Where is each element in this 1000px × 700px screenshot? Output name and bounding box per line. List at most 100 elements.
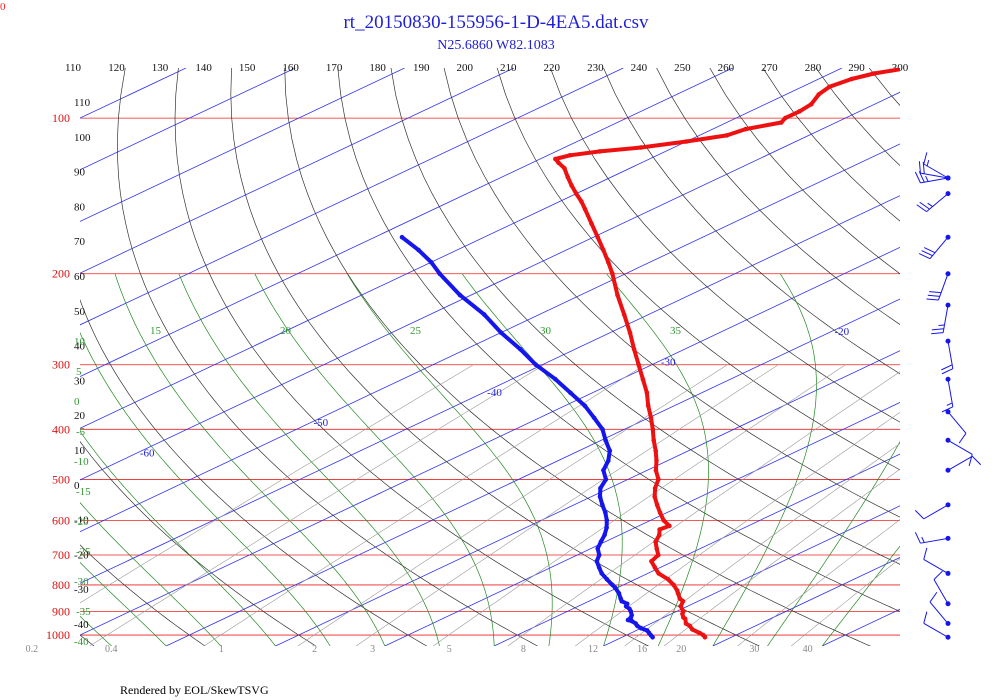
dewpoint-point xyxy=(604,525,609,530)
dewpoint-point xyxy=(607,448,613,454)
wind-barb-flag xyxy=(926,160,930,167)
moist-adiabat-label: 15 xyxy=(150,325,162,337)
wind-barb-staff xyxy=(947,439,973,455)
wind-barb-staff xyxy=(923,504,949,520)
dry-adiabat-line xyxy=(656,68,900,325)
dry-adiabat-line xyxy=(80,544,206,646)
mixing-ratio-line xyxy=(507,371,900,646)
isotherm-label: -50 xyxy=(314,417,329,429)
dry-adiabat-label: 90 xyxy=(74,167,86,179)
wind-barb-staff xyxy=(942,305,949,333)
isotherm-line xyxy=(80,68,187,119)
isotherm-line xyxy=(80,68,733,378)
isotherm-line xyxy=(80,195,900,584)
wind-barb-flag xyxy=(914,510,925,520)
wind-barb-staff xyxy=(926,193,949,213)
sounding-profiles xyxy=(399,68,900,640)
temperature-point xyxy=(671,582,676,588)
dry-adiabat-label: 100 xyxy=(74,132,91,144)
top-axis-label: 240 xyxy=(631,62,648,74)
pressure-tick-label: 700 xyxy=(52,548,70,562)
mixing-ratio-label: 0.4 xyxy=(105,644,118,655)
moist-adiabat-line xyxy=(80,331,331,646)
dry-adiabat-label: 50 xyxy=(74,306,86,318)
top-axis-label: 170 xyxy=(326,62,343,74)
temperature-point xyxy=(650,427,656,432)
dewpoint-point xyxy=(603,477,609,482)
dry-adiabat-label: 70 xyxy=(74,236,86,248)
wind-barb-staff xyxy=(929,236,949,259)
top-axis-label: 230 xyxy=(587,62,604,74)
moist-adiabat-label: 35 xyxy=(670,325,682,337)
temperature-point xyxy=(640,376,646,382)
pressure-tick-label: 400 xyxy=(52,422,70,436)
chart-subtitle: N25.6860 W82.1083 xyxy=(437,38,555,53)
temperature-point xyxy=(621,312,627,317)
top-axis-label: 110 xyxy=(65,62,82,74)
temperature-point xyxy=(565,174,570,180)
wind-barb-flag xyxy=(923,611,928,624)
moist-adiabat-label: 20 xyxy=(280,325,292,337)
wind-barb-staff xyxy=(947,341,954,369)
dewpoint-point xyxy=(624,601,630,607)
dry-adiabat-label: 80 xyxy=(74,201,86,213)
moist-adiabat-line xyxy=(821,545,900,646)
mixing-ratio-line xyxy=(575,411,900,646)
top-axis-label: 280 xyxy=(805,62,822,74)
dewpoint-point xyxy=(482,312,487,317)
isotherm-line xyxy=(384,401,900,646)
temperature-point xyxy=(649,559,654,564)
temperature-point xyxy=(667,523,672,529)
mixing-ratio-label: 5 xyxy=(447,644,452,655)
wind-barb-staff xyxy=(923,163,949,179)
wind-barb-flag xyxy=(931,328,944,331)
temperature-point xyxy=(871,71,877,76)
dry-adiabat-line xyxy=(117,68,538,646)
mixing-ratio-line xyxy=(203,364,646,646)
dewpoint-point xyxy=(612,585,618,590)
isotherm-line xyxy=(80,68,624,326)
temperature-point xyxy=(556,160,561,165)
footer-credit: Rendered by EOL/SkewTSVG xyxy=(120,683,269,697)
dewpoint-point xyxy=(604,518,610,523)
dry-adiabat-label: -20 xyxy=(74,549,89,561)
isotherm-line xyxy=(80,91,900,481)
temperature-point xyxy=(652,494,657,500)
dry-adiabat-line xyxy=(975,68,1000,646)
mixing-ratio-label: 2 xyxy=(312,644,317,655)
temperature-point xyxy=(654,458,659,464)
dewpoint-point xyxy=(553,376,558,382)
temperature-point xyxy=(562,165,567,171)
mixing-ratio-line xyxy=(89,364,545,646)
wind-barb-flag xyxy=(946,402,953,406)
wind-barb-flag xyxy=(923,152,928,165)
temperature-point xyxy=(657,532,662,538)
dry-adiabat-line xyxy=(922,68,1000,646)
moist-adiabat-label: -20 xyxy=(74,516,89,528)
wind-barb-staff xyxy=(933,579,949,605)
wind-barb-flag xyxy=(938,324,945,326)
temperature-point xyxy=(567,153,573,158)
isotherm-line xyxy=(80,246,900,636)
wind-barb-flag xyxy=(931,332,944,335)
isotherm-label: -60 xyxy=(140,448,155,460)
mixing-ratio-label: 8 xyxy=(521,644,526,655)
wind-barb-staff xyxy=(947,411,967,434)
top-axis-label: 250 xyxy=(674,62,691,74)
temperature-point xyxy=(678,604,684,609)
temperature-point xyxy=(849,76,854,82)
dewpoint-point xyxy=(568,390,573,396)
moist-adiabat-line xyxy=(461,273,623,646)
dewpoint-point xyxy=(582,403,588,409)
temperature-point xyxy=(656,571,661,576)
dewpoint-point xyxy=(399,234,405,240)
dewpoint-point xyxy=(518,347,523,352)
wind-barb-flag xyxy=(941,368,954,375)
dewpoint-point xyxy=(600,502,605,508)
dewpoint-point xyxy=(644,628,650,633)
isotherm-label: -40 xyxy=(487,387,502,399)
top-axis-label: 120 xyxy=(108,62,125,74)
wind-barb-staff xyxy=(947,379,954,407)
mixing-ratio-label: 3 xyxy=(370,644,375,655)
moist-adiabat-label: -25 xyxy=(76,546,91,558)
